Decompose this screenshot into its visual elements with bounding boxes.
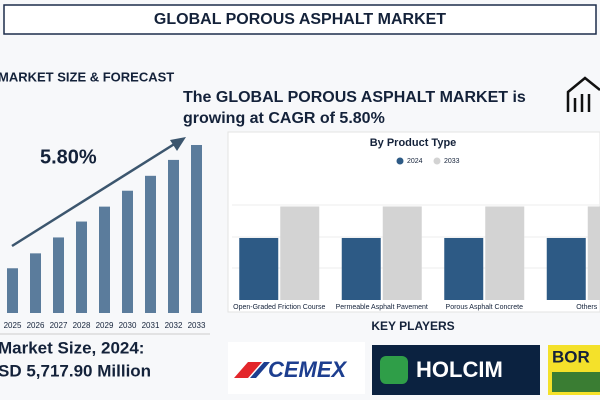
bar <box>239 237 279 300</box>
bar <box>587 206 600 300</box>
x-tick-label: 2025 <box>4 321 22 330</box>
headline: The GLOBAL POROUS ASPHALT MARKET is <box>183 89 526 106</box>
bar <box>145 175 156 313</box>
x-tick-label: 2028 <box>73 321 91 330</box>
bar <box>341 237 381 300</box>
market-size-value: SD 5,717.90 Million <box>0 361 151 380</box>
legend-label: 2033 <box>444 158 460 165</box>
bar <box>99 206 110 313</box>
market-size-label: Market Size, 2024: <box>0 338 144 357</box>
legend-swatch <box>396 157 404 165</box>
logo-mark <box>552 372 600 392</box>
trend-arrow <box>11 137 186 248</box>
bar <box>7 268 18 313</box>
logo-mark <box>234 362 262 378</box>
x-tick-label: 2032 <box>165 321 183 330</box>
key-player: CEMEX <box>268 357 348 382</box>
x-tick-label: 2029 <box>96 321 114 330</box>
chart-title: By Product Type <box>370 137 457 149</box>
x-tick-label: Permeable Asphalt Pavement <box>336 304 428 311</box>
x-tick-label: 2027 <box>50 321 68 330</box>
logo-mark <box>380 356 408 384</box>
legend-label: 2024 <box>407 158 423 165</box>
bar <box>546 237 586 300</box>
section-title: MARKET SIZE & FORECAST <box>0 69 174 84</box>
bar <box>168 159 179 313</box>
bar <box>280 206 320 300</box>
cagr: 5.80% <box>40 146 97 168</box>
title: GLOBAL POROUS ASPHALT MARKET <box>154 11 446 28</box>
x-tick-label: Porous Asphalt Concrete <box>446 304 524 311</box>
x-tick-label: 2026 <box>27 321 45 330</box>
key-player: BOR <box>552 347 590 366</box>
x-tick-label: 2030 <box>119 321 137 330</box>
legend-swatch <box>433 157 441 165</box>
bar <box>444 237 484 300</box>
x-tick-label: 2033 <box>188 321 206 330</box>
bar <box>191 144 202 313</box>
bar <box>30 253 41 313</box>
logo-mark <box>250 362 270 378</box>
bar <box>122 190 133 313</box>
bar <box>53 237 64 313</box>
key-players-title: KEY PLAYERS <box>371 319 454 333</box>
bar <box>382 206 422 300</box>
headline: growing at CAGR of 5.80% <box>183 110 385 127</box>
key-player: HOLCIM <box>416 357 503 382</box>
x-tick-label: Others <box>576 304 598 311</box>
bar <box>76 221 87 313</box>
title-box <box>3 4 597 35</box>
bar <box>485 206 525 300</box>
x-tick-label: Open-Graded Friction Course <box>233 304 325 311</box>
icon <box>566 76 600 112</box>
x-tick-label: 2031 <box>142 321 160 330</box>
